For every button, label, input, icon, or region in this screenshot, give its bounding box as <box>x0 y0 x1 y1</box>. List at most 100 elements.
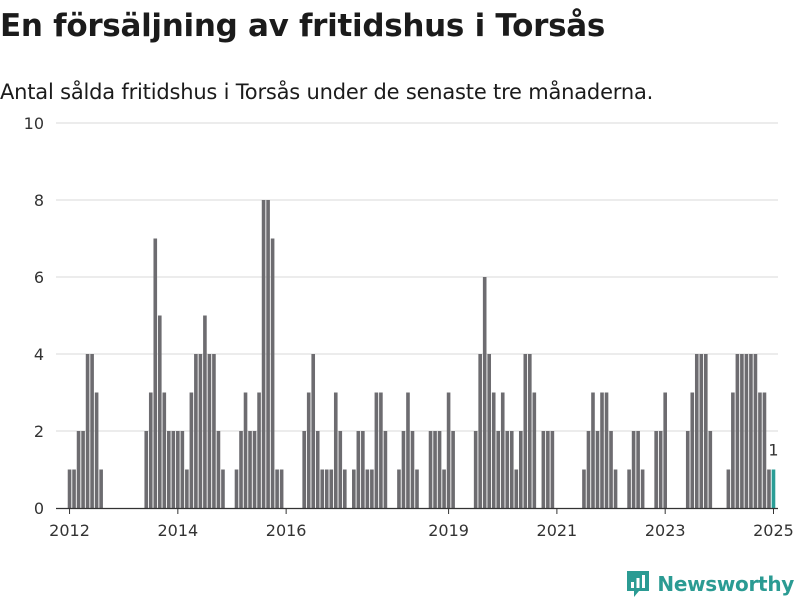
bar <box>703 354 708 508</box>
bar <box>550 431 555 508</box>
bar <box>767 469 771 508</box>
bar <box>189 392 194 508</box>
bar <box>663 392 667 508</box>
bar <box>735 354 740 508</box>
bar <box>586 431 591 508</box>
bar <box>306 392 311 508</box>
bar <box>221 469 225 508</box>
bar <box>604 392 609 508</box>
bar <box>261 200 266 508</box>
bar <box>690 392 695 508</box>
bar-chart: 2012 2014 2016 2019 2021 2023 2025 0 2 4 6 8 10 1 <box>24 114 794 540</box>
bar <box>198 354 203 508</box>
bar <box>595 431 600 508</box>
bar <box>546 431 550 508</box>
bar <box>207 354 212 508</box>
x-tick-label: 2025 <box>753 521 794 540</box>
bar <box>654 431 658 508</box>
bar <box>72 469 76 508</box>
bar <box>415 469 419 508</box>
bar <box>482 277 487 508</box>
bar <box>333 392 338 508</box>
bar <box>342 469 347 508</box>
bar <box>541 431 546 508</box>
bar <box>162 392 167 508</box>
highlight-value-label: 1 <box>768 441 778 460</box>
bar <box>356 431 361 508</box>
bar <box>523 354 528 508</box>
bar <box>275 469 279 508</box>
bar <box>234 469 239 508</box>
bar <box>478 354 482 508</box>
chart-subtitle: Antal sålda fritidshus i Torsås under de… <box>0 80 654 104</box>
bar <box>699 354 704 508</box>
y-tick-label: 10 <box>24 114 44 133</box>
bar <box>442 469 446 508</box>
bar <box>252 431 257 508</box>
bar <box>67 469 72 508</box>
y-tick-label: 6 <box>34 268 44 287</box>
bar <box>609 431 613 508</box>
x-tick-label: 2014 <box>157 521 198 540</box>
bar <box>428 431 433 508</box>
bar <box>401 431 406 508</box>
bar <box>758 392 762 508</box>
bar <box>374 392 379 508</box>
bar <box>329 469 334 508</box>
y-tick-label: 4 <box>34 345 44 364</box>
highlight-bar <box>771 469 776 508</box>
bar <box>212 354 216 508</box>
bar <box>749 354 753 508</box>
bar <box>90 354 94 508</box>
bar <box>248 431 252 508</box>
bar <box>94 392 99 508</box>
bar <box>266 200 270 508</box>
bar <box>365 469 370 508</box>
bar <box>500 392 505 508</box>
bar <box>406 392 410 508</box>
bar <box>176 431 180 508</box>
bar <box>640 469 645 508</box>
bar <box>582 469 586 508</box>
bar <box>762 392 767 508</box>
bar <box>613 469 618 508</box>
x-tick-label: 2012 <box>49 521 90 540</box>
bar <box>528 354 532 508</box>
bar <box>740 354 744 508</box>
bar <box>153 238 158 508</box>
x-tick-label: 2019 <box>428 521 469 540</box>
bar <box>636 431 640 508</box>
data-labels: 1 <box>768 441 778 460</box>
bar <box>410 431 415 508</box>
bar <box>505 431 510 508</box>
bar <box>744 354 749 508</box>
bar <box>338 431 343 508</box>
brand-name: Newsworthy <box>657 572 794 596</box>
bar <box>85 354 90 508</box>
bar <box>473 431 478 508</box>
bar <box>753 354 758 508</box>
x-axis: 2012 2014 2016 2019 2021 2023 2025 <box>49 507 794 540</box>
bar <box>446 392 451 508</box>
bar <box>627 469 631 508</box>
y-tick-label: 8 <box>34 191 44 210</box>
bar <box>279 469 284 508</box>
bar <box>397 469 401 508</box>
bar <box>144 431 149 508</box>
bar <box>591 392 595 508</box>
bar <box>270 238 275 508</box>
bar <box>185 469 189 508</box>
bar <box>352 469 356 508</box>
bar <box>311 354 316 508</box>
bar <box>239 431 243 508</box>
bar <box>324 469 329 508</box>
bar <box>685 431 690 508</box>
bar <box>487 354 492 508</box>
bar <box>514 469 519 508</box>
bar <box>451 431 455 508</box>
bar <box>731 392 735 508</box>
x-tick-label: 2021 <box>537 521 578 540</box>
bar <box>491 392 496 508</box>
bar <box>509 431 514 508</box>
bar <box>302 431 306 508</box>
